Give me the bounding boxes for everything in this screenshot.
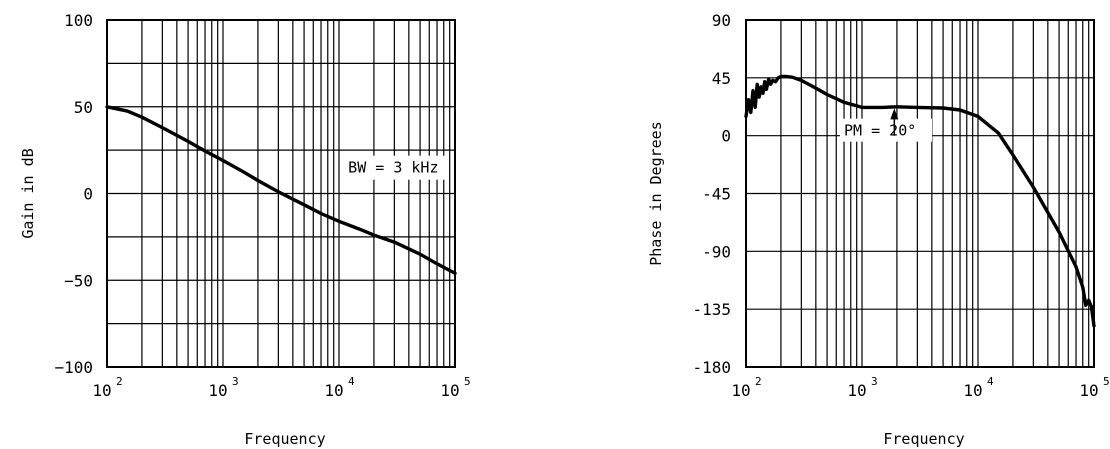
x-tick-exponent: 2: [116, 375, 123, 388]
y-tick-label: 45: [712, 69, 731, 88]
plot-frame: [106, 19, 456, 368]
x-tick-label: 10: [847, 381, 866, 400]
bandwidth-annotation: BW = 3 kHz: [348, 159, 438, 177]
x-tick-label: 10: [208, 381, 227, 400]
phase-margin-arrow-head: [890, 108, 899, 120]
x-tick-exponent: 4: [348, 375, 355, 388]
y-tick-label: 0: [721, 127, 731, 146]
x-axis-label: Frequency: [883, 430, 964, 448]
y-tick-label: -90: [702, 242, 731, 261]
x-tick-label: 10: [963, 381, 982, 400]
x-tick-exponent: 2: [755, 375, 762, 388]
x-tick-exponent: 4: [987, 375, 994, 388]
y-tick-label: −100: [54, 358, 93, 377]
annotation-bg: [840, 118, 933, 142]
annotation-bg: [346, 155, 449, 180]
phase-margin-annotation: PM = 20°: [844, 122, 916, 140]
y-axis-label: Phase in Degrees: [647, 121, 665, 266]
y-tick-label: 50: [74, 98, 93, 117]
x-tick-exponent: 3: [871, 375, 878, 388]
y-tick-label: −50: [64, 271, 93, 290]
plot-frame: [745, 19, 1095, 368]
x-tick-exponent: 5: [464, 375, 471, 388]
x-axis-label: Frequency: [244, 430, 325, 448]
x-tick-label: 10: [92, 381, 111, 400]
x-tick-label: 10: [1079, 381, 1098, 400]
x-tick-exponent: 5: [1103, 375, 1110, 388]
y-tick-label: -180: [692, 358, 731, 377]
plot-gain: 100 50 0 −50 −100 10 2 10 3 10 4 10 5 Frequency Gain i…: [19, 11, 471, 448]
y-tick-label: 90: [712, 11, 731, 30]
y-tick-label: -135: [692, 300, 731, 319]
series-line: [744, 74, 1096, 328]
y-axis-label: Gain in dB: [19, 148, 37, 238]
y-tick-label: -45: [702, 185, 731, 204]
y-tick-label: 0: [83, 185, 93, 204]
x-tick-label: 10: [324, 381, 343, 400]
x-tick-exponent: 3: [232, 375, 239, 388]
y-tick-label: 100: [64, 11, 93, 30]
x-tick-label: 10: [440, 381, 459, 400]
x-tick-label: 10: [731, 381, 750, 400]
series-line: [105, 105, 457, 275]
